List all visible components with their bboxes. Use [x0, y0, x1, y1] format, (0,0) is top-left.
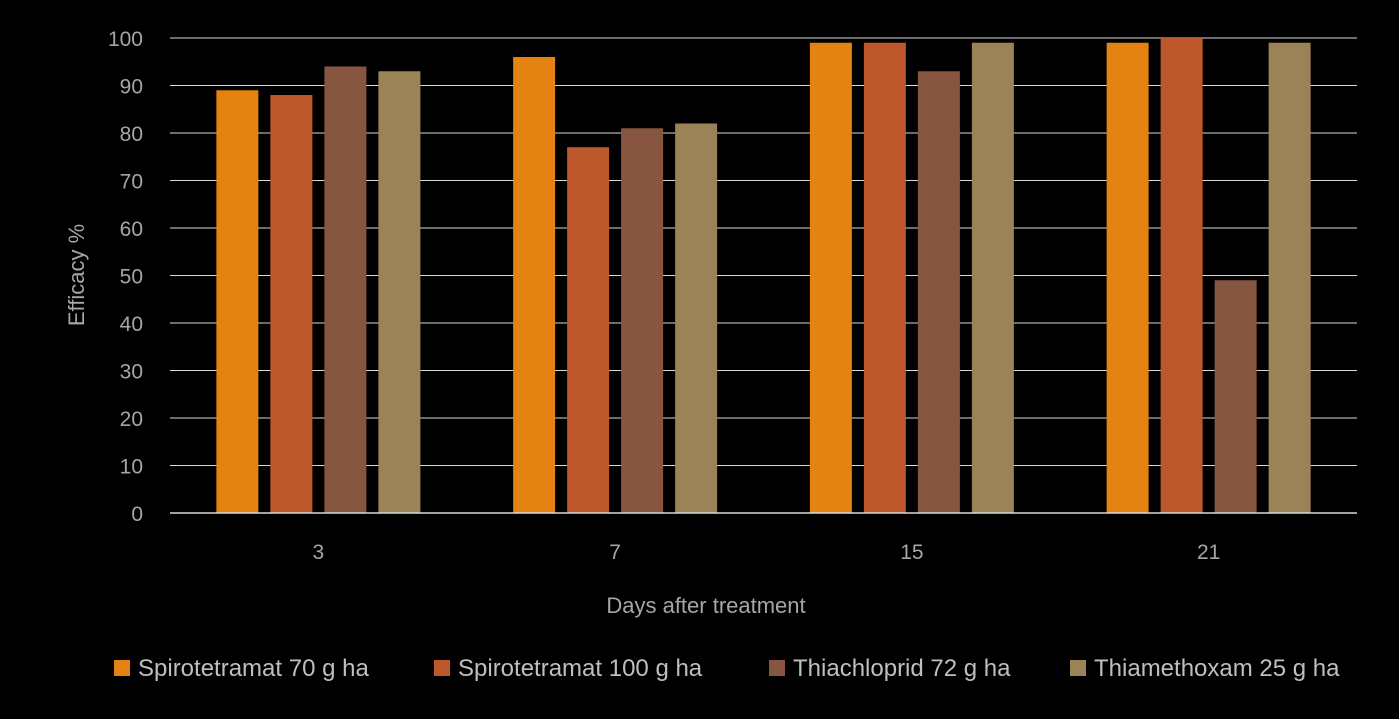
y-tick-label: 0 [131, 503, 143, 526]
x-tick-label: 7 [609, 541, 621, 564]
bar-7-series-2 [621, 128, 664, 513]
x-tick-label: 15 [900, 541, 923, 564]
bar-21-series-3 [1268, 42, 1311, 513]
legend-label: Thiamethoxam 25 g ha [1094, 655, 1340, 682]
bar-3-series-2 [324, 66, 367, 513]
y-tick-label: 40 [120, 313, 143, 336]
bar-7-series-1 [567, 147, 610, 513]
legend-swatch [434, 660, 450, 676]
y-tick-label: 50 [120, 266, 143, 289]
bar-7-series-0 [513, 57, 556, 513]
y-tick-label: 20 [120, 408, 143, 431]
x-tick-label: 3 [313, 541, 325, 564]
x-tick-label: 21 [1197, 541, 1220, 564]
bar-15-series-3 [971, 42, 1014, 513]
legend-label: Spirotetramat 70 g ha [138, 655, 369, 682]
gridlines [170, 37, 1357, 466]
bar-3-series-3 [378, 71, 421, 513]
x-axis-title: Days after treatment [606, 593, 805, 618]
y-tick-label: 80 [120, 123, 143, 146]
legend: Spirotetramat 70 g ha Spirotetramat 100 g… [114, 655, 1340, 682]
legend-label: Thiachloprid 72 g ha [793, 655, 1011, 682]
bar-3-series-1 [270, 95, 313, 513]
bar-21-series-0 [1106, 42, 1149, 513]
bar-21-series-2 [1214, 280, 1257, 513]
bar-3-series-0 [216, 90, 259, 513]
bar-21-series-1 [1160, 38, 1203, 513]
y-tick-label: 10 [120, 456, 143, 479]
y-tick-label: 70 [120, 171, 143, 194]
legend-swatch [114, 660, 130, 676]
bar-15-series-1 [863, 42, 906, 513]
bar-15-series-2 [917, 71, 960, 513]
axes: 0 10 20 30 40 50 60 70 80 90 100 3 7 15 21 [108, 28, 1357, 564]
y-axis-title: Efficacy % [64, 224, 89, 326]
legend-label: Spirotetramat 100 g ha [458, 655, 703, 682]
bars [216, 38, 1311, 513]
legend-swatch [1070, 660, 1086, 676]
bar-15-series-0 [809, 42, 852, 513]
bar-7-series-3 [675, 123, 718, 513]
y-tick-label: 90 [120, 76, 143, 99]
y-tick-label: 30 [120, 361, 143, 384]
y-tick-label: 100 [108, 28, 143, 51]
y-tick-label: 60 [120, 218, 143, 241]
legend-swatch [769, 660, 785, 676]
